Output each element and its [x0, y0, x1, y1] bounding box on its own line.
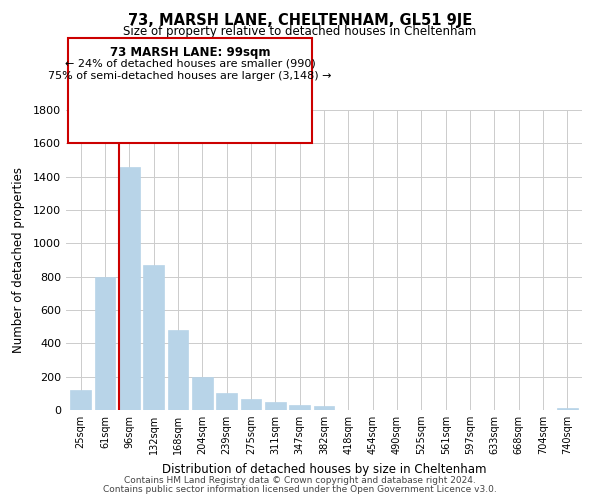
Bar	[216, 394, 237, 410]
Bar	[557, 408, 578, 410]
Bar	[70, 390, 91, 410]
Text: 73 MARSH LANE: 99sqm: 73 MARSH LANE: 99sqm	[110, 46, 271, 59]
Text: ← 24% of detached houses are smaller (990): ← 24% of detached houses are smaller (99…	[65, 58, 316, 68]
Bar	[241, 398, 262, 410]
Text: 75% of semi-detached houses are larger (3,148) →: 75% of semi-detached houses are larger (…	[49, 71, 332, 81]
Bar	[95, 276, 115, 410]
Y-axis label: Number of detached properties: Number of detached properties	[11, 167, 25, 353]
Text: Size of property relative to detached houses in Cheltenham: Size of property relative to detached ho…	[124, 25, 476, 38]
Text: Contains public sector information licensed under the Open Government Licence v3: Contains public sector information licen…	[103, 485, 497, 494]
Bar	[167, 330, 188, 410]
Bar	[119, 166, 140, 410]
Text: Contains HM Land Registry data © Crown copyright and database right 2024.: Contains HM Land Registry data © Crown c…	[124, 476, 476, 485]
X-axis label: Distribution of detached houses by size in Cheltenham: Distribution of detached houses by size …	[162, 462, 486, 475]
Bar	[265, 402, 286, 410]
Text: 73, MARSH LANE, CHELTENHAM, GL51 9JE: 73, MARSH LANE, CHELTENHAM, GL51 9JE	[128, 12, 472, 28]
Bar	[314, 406, 334, 410]
Bar	[289, 405, 310, 410]
Bar	[143, 265, 164, 410]
Bar	[192, 376, 212, 410]
